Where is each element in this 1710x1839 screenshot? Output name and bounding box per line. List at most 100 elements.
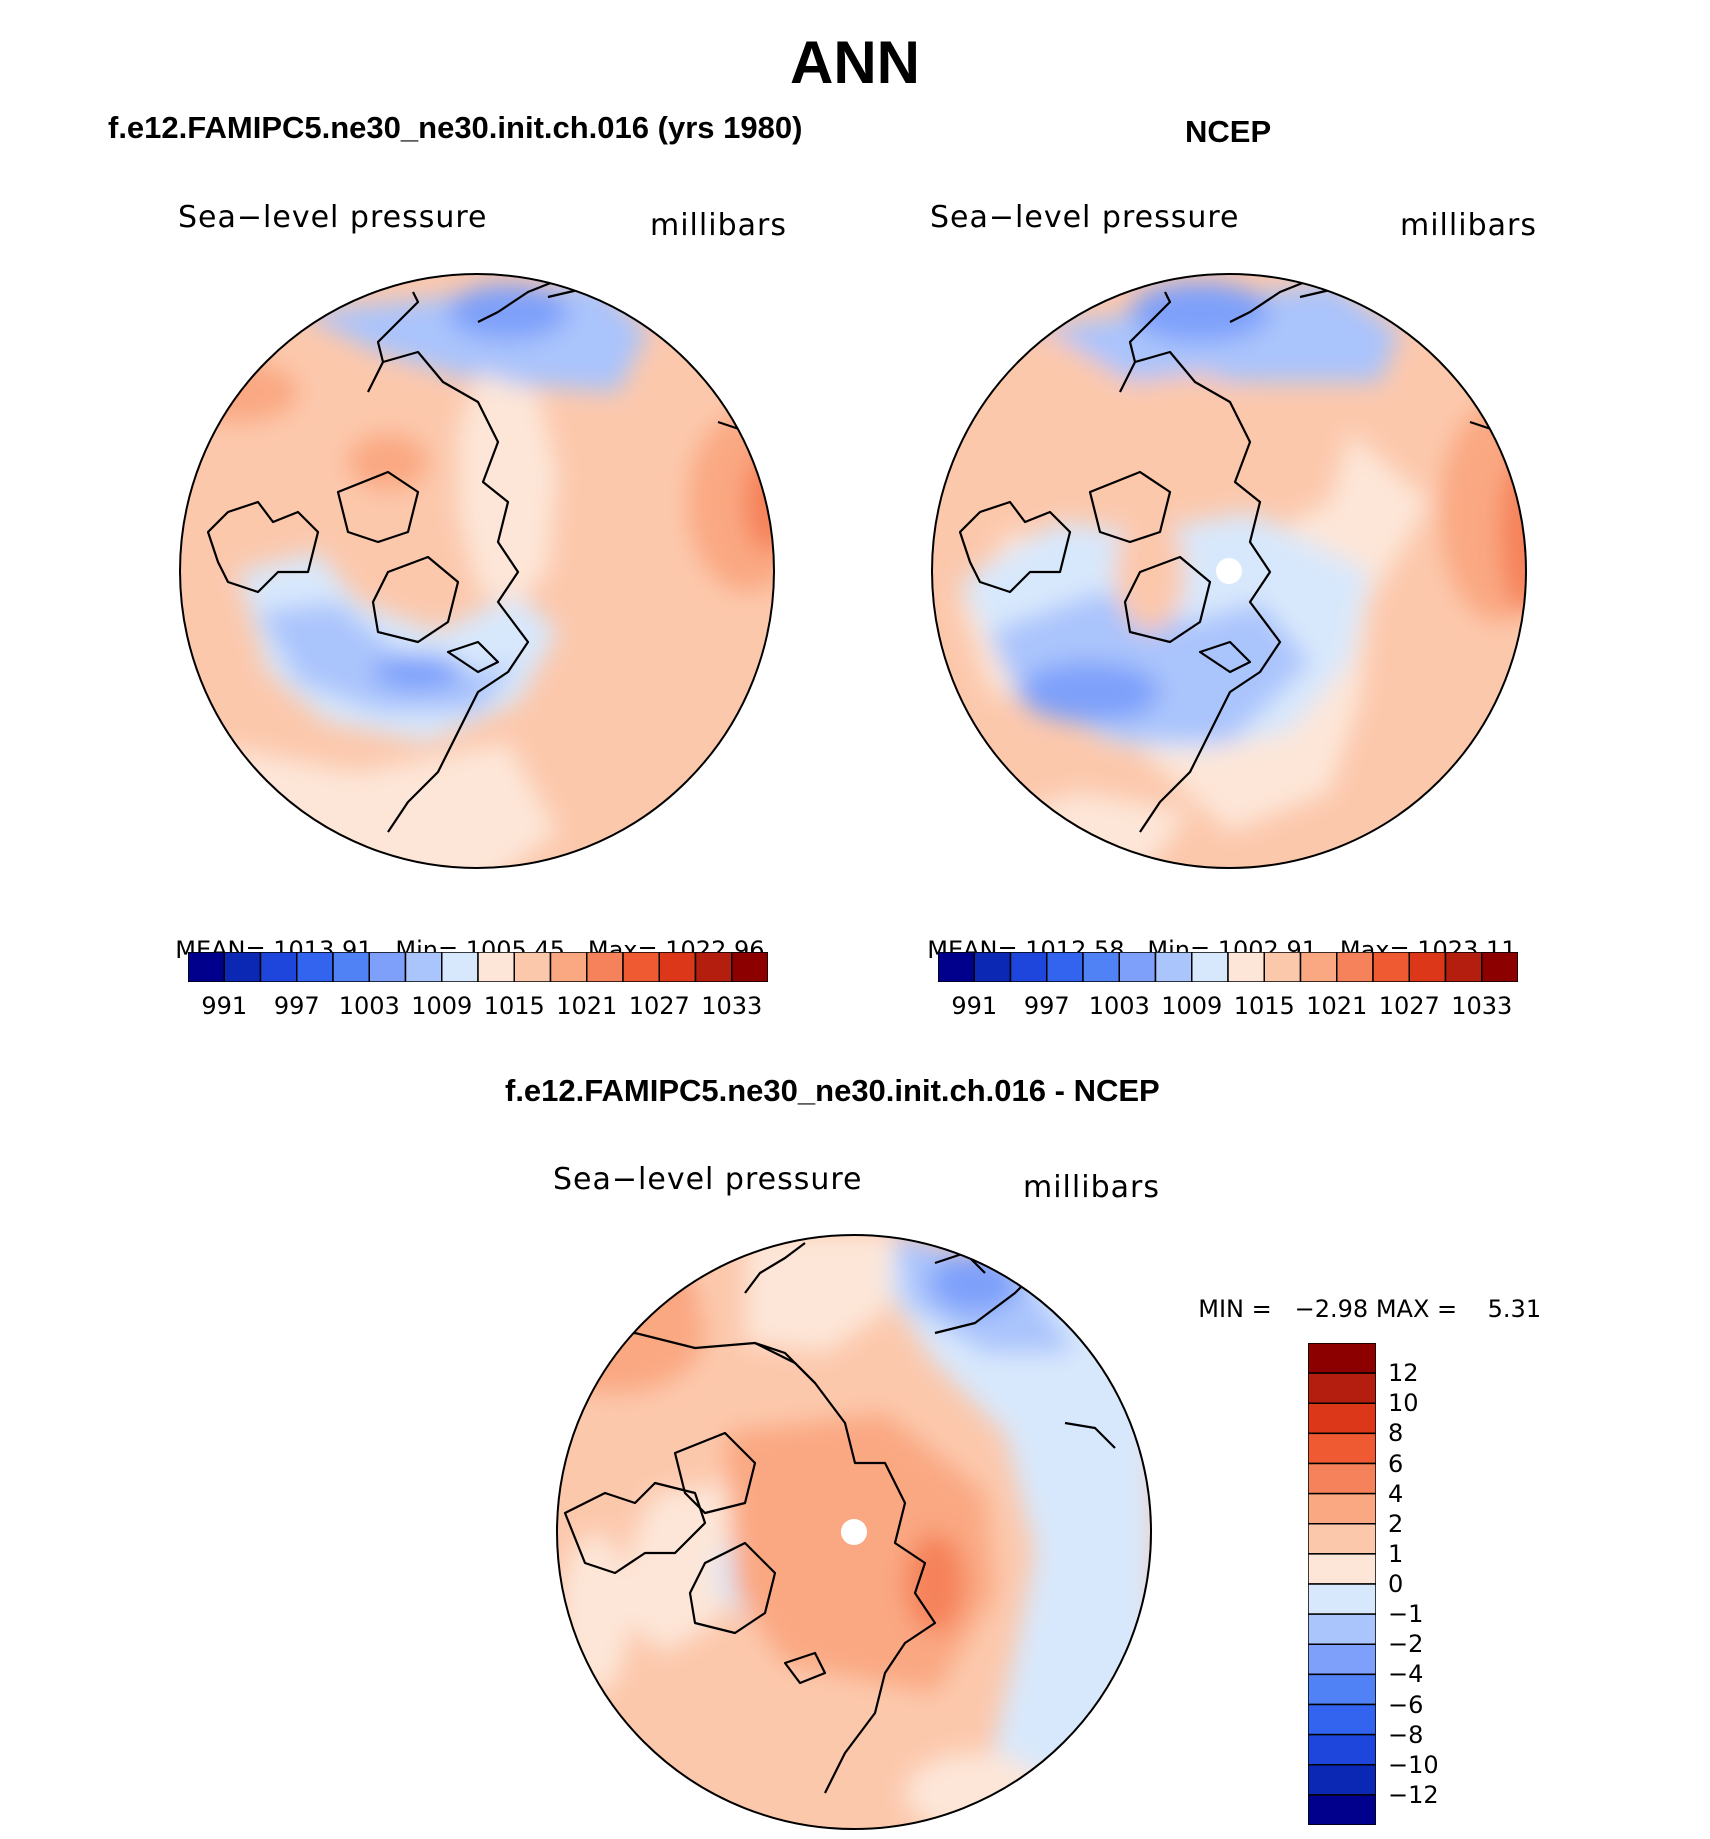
panel-3-colorbar-box <box>1308 1673 1376 1706</box>
panel-1-colorbar-box <box>441 952 479 982</box>
panel-2-colorbar-box <box>1481 952 1518 982</box>
panel-3-colorbar-box <box>1308 1462 1376 1495</box>
panel-1-colorbar-box <box>368 952 407 982</box>
panel-1-colorbar-label: 1021 <box>556 992 618 1020</box>
panel-3-min-label: MIN = <box>1198 1295 1272 1323</box>
panel-3-colorbar-box <box>1308 1402 1376 1435</box>
panel-3-colorbar-box <box>1308 1613 1376 1645</box>
panel-1-colorbar-box <box>549 952 588 982</box>
panel-1-colorbar-label: 1003 <box>338 992 400 1020</box>
panel-2-colorbar-box <box>1336 952 1374 982</box>
panel-3-colorbar-box <box>1308 1523 1376 1555</box>
panel-3-colorbar-label: 2 <box>1388 1509 1404 1538</box>
panel-3-colorbar-label: −12 <box>1388 1780 1439 1809</box>
panel-2-colorbar-box <box>1154 952 1193 982</box>
panel-2-colorbar-label: 1015 <box>1233 992 1295 1020</box>
panel-2-colorbar-label: 1033 <box>1451 992 1513 1020</box>
panel-2-colorbar-label: 991 <box>951 992 998 1020</box>
panel-2-colorbar-box <box>1046 952 1084 982</box>
panel-3-colorbar-box <box>1308 1794 1376 1825</box>
panel-3-colorbar-box <box>1308 1643 1376 1676</box>
panel-1-colorbar-label: 1033 <box>701 992 763 1020</box>
main-title: ANN <box>790 29 920 96</box>
panel-3-colorbar-label: −10 <box>1388 1750 1439 1779</box>
panel-3-colorbar-box <box>1308 1733 1376 1766</box>
panel-1-colorbar-labels: 991 997 1003 1009 1015 1021 1027 1033 <box>188 992 768 1022</box>
panel-3-title: f.e12.FAMIPC5.ne30_ne30.init.ch.016 - NC… <box>505 1073 1160 1108</box>
panel-2-colorbar-label: 1003 <box>1088 992 1150 1020</box>
panel-2-colorbar-box <box>1118 952 1157 982</box>
panel-1-polar-map <box>179 273 775 869</box>
panel-2-colorbar-box <box>1299 952 1338 982</box>
panel-1-colorbar-box <box>296 952 334 982</box>
panel-3-stats: MIN = −2.98 MAX = 5.31 <box>1183 1267 1541 1323</box>
panel-3-colorbar-label: 10 <box>1388 1389 1419 1418</box>
panel-2-colorbar-box <box>1191 952 1229 982</box>
panel-3-colorbar-label: −8 <box>1388 1720 1424 1749</box>
panel-1-colorbar <box>188 952 768 982</box>
panel-3-colorbar-label: 0 <box>1388 1570 1404 1598</box>
panel-1-variable: Sea−level pressure <box>178 200 488 235</box>
panel-3-colorbar-label: −1 <box>1388 1600 1424 1629</box>
panel-2-colorbar-box <box>1372 952 1410 982</box>
panel-1-colorbar-box <box>658 952 697 982</box>
panel-1-units: millibars <box>650 208 787 243</box>
panel-3-colorbar-label: 4 <box>1388 1479 1404 1508</box>
panel-2-colorbar-box <box>1227 952 1265 982</box>
panel-3-min-value: −2.98 <box>1294 1295 1369 1323</box>
panel-2-colorbar-box <box>938 952 975 982</box>
panel-1-colorbar-box <box>404 952 443 982</box>
panel-2-colorbar-box <box>1009 952 1048 982</box>
panel-3-colorbar-box <box>1308 1553 1376 1585</box>
panel-1-colorbar-box <box>188 952 225 982</box>
panel-2-units: millibars <box>1400 208 1537 243</box>
panel-1-title: f.e12.FAMIPC5.ne30_ne30.init.ch.016 (yrs… <box>108 110 803 145</box>
panel-3-colorbar-box <box>1308 1372 1376 1404</box>
panel-3-polar-map <box>556 1234 1152 1830</box>
panel-2-variable: Sea−level pressure <box>930 200 1240 235</box>
panel-2-colorbar-label: 1027 <box>1378 992 1440 1020</box>
panel-3-colorbar-box <box>1308 1432 1376 1465</box>
panel-3-colorbar-label: 6 <box>1388 1449 1404 1478</box>
panel-2-colorbar-label: 1021 <box>1306 992 1368 1020</box>
panel-2-colorbar-box <box>1263 952 1302 982</box>
panel-1-colorbar-label: 1009 <box>411 992 473 1020</box>
panel-1-colorbar-label: 991 <box>201 992 248 1020</box>
panel-2-colorbar-box <box>973 952 1012 982</box>
panel-3-colorbar-label: −2 <box>1388 1630 1424 1659</box>
panel-2-colorbar-box <box>1444 952 1483 982</box>
panel-3-colorbar-label: 12 <box>1388 1359 1419 1388</box>
panel-2-colorbar-box <box>1082 952 1120 982</box>
panel-3-colorbar-box <box>1308 1343 1376 1374</box>
panel-3-colorbar-label: 1 <box>1388 1539 1404 1568</box>
panel-3-colorbar-box <box>1308 1764 1376 1796</box>
panel-1-colorbar-box <box>694 952 733 982</box>
panel-3-colorbar <box>1308 1343 1376 1825</box>
panel-3-max-label: MAX = <box>1375 1295 1458 1323</box>
panel-1-colorbar-box <box>731 952 768 982</box>
panel-3-colorbar-box <box>1308 1583 1376 1615</box>
panel-2-colorbar <box>938 952 1518 982</box>
panel-3-units: millibars <box>1023 1170 1160 1205</box>
panel-2-colorbar-label: 1009 <box>1161 992 1223 1020</box>
panel-1-colorbar-box <box>586 952 624 982</box>
panel-3-colorbar-box <box>1308 1492 1376 1525</box>
panel-1-colorbar-label: 1027 <box>628 992 690 1020</box>
panel-1-colorbar-box <box>259 952 298 982</box>
panel-1-colorbar-box <box>477 952 515 982</box>
panel-1-colorbar-box <box>622 952 660 982</box>
panel-1-colorbar-box <box>332 952 370 982</box>
panel-3-colorbar-label: −6 <box>1388 1690 1424 1719</box>
panel-2-polar-map <box>931 273 1527 869</box>
panel-3-variable: Sea−level pressure <box>553 1162 863 1197</box>
panel-3-colorbar-labels: 12 10 8 6 4 2 1 0 −1 −2 −4 −6 −8 −10 −12 <box>1388 1343 1468 1825</box>
panel-1-colorbar-box <box>223 952 262 982</box>
panel-2-colorbar-labels: 991 997 1003 1009 1015 1021 1027 1033 <box>938 992 1518 1022</box>
panel-2-title: NCEP <box>1185 114 1272 149</box>
panel-1-colorbar-label: 997 <box>273 992 320 1020</box>
panel-1-colorbar-box <box>513 952 552 982</box>
panel-1-colorbar-label: 1015 <box>483 992 545 1020</box>
panel-2-colorbar-box <box>1408 952 1447 982</box>
panel-2-colorbar-label: 997 <box>1023 992 1070 1020</box>
panel-3-max-value: 5.31 <box>1487 1295 1542 1323</box>
